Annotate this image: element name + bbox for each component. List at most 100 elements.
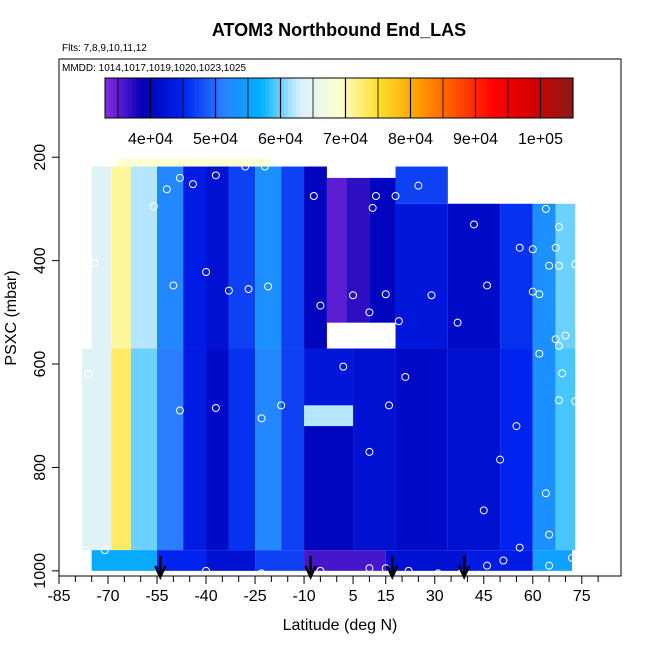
- heatmap-cell: [385, 550, 468, 571]
- heatmap-cell: [206, 550, 256, 571]
- colorbar-swatch: [155, 78, 161, 118]
- observation-point: [541, 489, 550, 498]
- colorbar-swatch: [459, 78, 465, 118]
- colorbar-swatch: [502, 78, 508, 118]
- heatmap-cell: [183, 348, 207, 551]
- colorbar-swatch: [526, 78, 531, 118]
- colorbar-swatch: [272, 78, 278, 118]
- colorbar-swatch: [132, 78, 137, 118]
- x-axis: -85 -70 -55 -40 -25 -10 5 15 30 45 60 75: [47, 576, 599, 605]
- heatmap-cell: [500, 203, 533, 349]
- colorbar-swatch: [171, 78, 176, 118]
- colorbar-tick-label: 6e+04: [258, 131, 303, 148]
- heatmap-cell: [532, 550, 572, 571]
- observation-point: [385, 401, 394, 410]
- colorbar-swatch: [530, 78, 535, 118]
- colorbar-swatch: [194, 78, 200, 118]
- colorbar-swatch: [366, 78, 371, 118]
- observation-point: [453, 318, 462, 327]
- observation-point: [434, 569, 443, 578]
- heatmap-cell: [206, 348, 229, 551]
- observation-point: [554, 396, 563, 405]
- heatmap-cell: [447, 348, 501, 551]
- heatmap-cell: [555, 203, 576, 349]
- observation-point: [515, 543, 524, 552]
- colorbar-swatch: [549, 78, 555, 118]
- colorbar-swatch: [483, 78, 488, 118]
- observation-point: [162, 185, 171, 194]
- x-tick-label: -10: [292, 588, 315, 605]
- colorbar-swatch: [432, 78, 438, 118]
- heatmap-cell: [183, 166, 207, 349]
- heatmap-cell: [304, 348, 354, 406]
- colorbar-swatch: [495, 78, 500, 118]
- observation-point: [515, 243, 524, 252]
- colorbar-swatch: [179, 78, 184, 118]
- colorbar-swatch: [280, 78, 285, 118]
- observation-point: [211, 403, 220, 412]
- observation-point: [571, 397, 580, 406]
- colorbar-tick-label: 8e+04: [388, 131, 433, 148]
- colorbar-swatch: [241, 78, 246, 118]
- colorbar-swatch: [229, 78, 235, 118]
- colorbar-swatch: [105, 78, 110, 118]
- colorbar-swatch: [463, 78, 469, 118]
- colorbar-swatch: [331, 78, 336, 118]
- heatmap-cell: [395, 348, 448, 551]
- observation-points: [81, 150, 580, 580]
- colorbar-swatch: [202, 78, 207, 118]
- colorbar-swatch: [413, 78, 418, 118]
- x-tick-label: 45: [475, 588, 493, 605]
- observation-point: [202, 566, 211, 575]
- x-tick-label: 75: [573, 588, 591, 605]
- colorbar-swatch: [335, 78, 340, 118]
- colorbar-swatch: [339, 78, 344, 118]
- heatmap-cell: [326, 177, 347, 323]
- heatmap-cell: [255, 348, 282, 551]
- heatmap-cell: [130, 166, 158, 349]
- y-tick-label: 600: [32, 351, 49, 378]
- heatmap-cell: [395, 203, 448, 349]
- colorbar-swatch: [448, 78, 453, 118]
- colorbar-swatch: [471, 78, 477, 118]
- colorbar-swatch: [128, 78, 133, 118]
- observation-point: [554, 223, 563, 232]
- colorbar-frame: [104, 77, 574, 119]
- observation-point: [211, 171, 220, 180]
- colorbar-swatch: [175, 78, 180, 118]
- colorbar-swatch: [261, 78, 266, 118]
- colorbar-swatch: [124, 78, 129, 118]
- colorbar-swatch: [456, 78, 461, 118]
- observation-point: [483, 561, 492, 570]
- colorbar-swatch: [541, 78, 547, 118]
- colorbar-swatch: [553, 78, 558, 118]
- observation-point: [90, 259, 99, 268]
- heatmap-cell: [228, 166, 256, 349]
- observation-point: [561, 331, 570, 340]
- x-axis-label: Latitude (deg N): [283, 617, 398, 634]
- colorbar-swatch: [370, 78, 375, 118]
- colorbar-swatch: [409, 78, 414, 118]
- colorbar-swatch: [358, 78, 363, 118]
- observation-point: [551, 243, 560, 252]
- heatmap-cell: [369, 177, 396, 323]
- colorbar-swatch: [354, 78, 360, 118]
- observation-point: [260, 162, 269, 171]
- colorbar: 4e+04 5e+04 6e+04 7e+04 8e+04 9e+04 1e+05: [104, 77, 574, 148]
- heatmap-cell: [255, 550, 305, 571]
- observation-point: [535, 290, 544, 299]
- observation-point: [244, 285, 253, 294]
- colorbar-swatch: [498, 78, 504, 118]
- observation-point: [499, 556, 508, 565]
- colorbar-swatch: [405, 78, 410, 118]
- heatmap-cell: [255, 166, 282, 349]
- observation-point: [541, 204, 550, 213]
- y-tick-label: 800: [32, 454, 49, 481]
- flight-arrow: [386, 556, 399, 581]
- colorbar-swatch: [561, 78, 566, 118]
- observation-point: [365, 447, 374, 456]
- colorbar-swatch: [108, 78, 114, 118]
- flight-arrow: [304, 556, 317, 581]
- observation-point: [427, 291, 436, 300]
- colorbar-swatch: [444, 78, 449, 118]
